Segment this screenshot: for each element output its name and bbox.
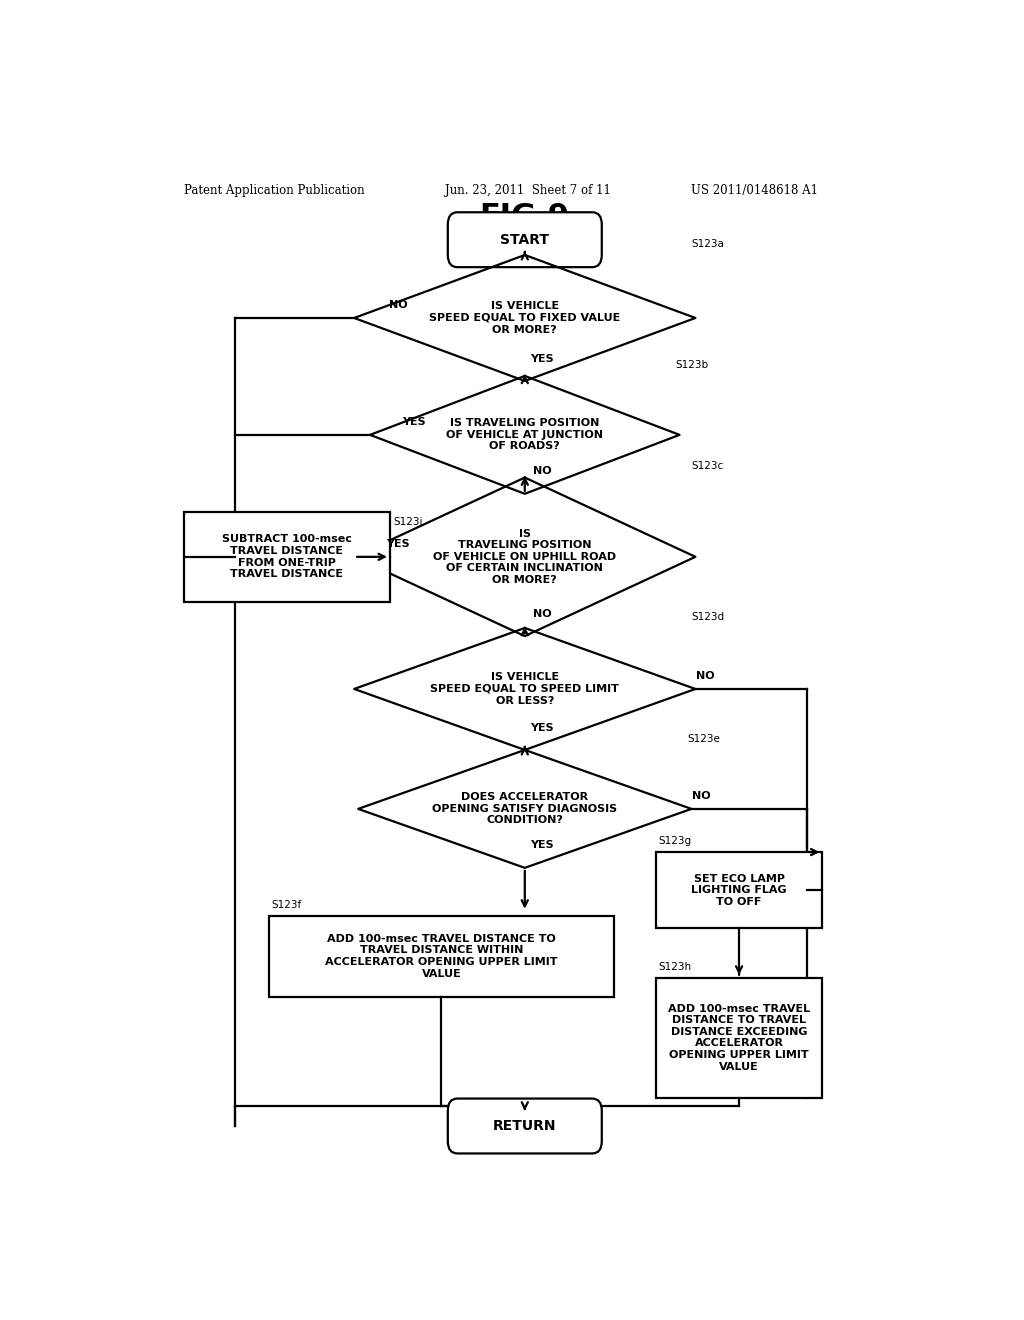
Text: IS TRAVELING POSITION
OF VEHICLE AT JUNCTION
OF ROADS?: IS TRAVELING POSITION OF VEHICLE AT JUNC… — [446, 418, 603, 451]
Polygon shape — [354, 628, 695, 750]
FancyBboxPatch shape — [269, 916, 614, 997]
Text: YES: YES — [530, 722, 554, 733]
Text: S123a: S123a — [691, 239, 724, 249]
Text: DOES ACCELERATOR
OPENING SATISFY DIAGNOSIS
CONDITION?: DOES ACCELERATOR OPENING SATISFY DIAGNOS… — [432, 792, 617, 825]
Polygon shape — [358, 750, 691, 867]
Text: IS
TRAVELING POSITION
OF VEHICLE ON UPHILL ROAD
OF CERTAIN INCLINATION
OR MORE?: IS TRAVELING POSITION OF VEHICLE ON UPHI… — [433, 528, 616, 585]
Text: IS VEHICLE
SPEED EQUAL TO FIXED VALUE
OR MORE?: IS VEHICLE SPEED EQUAL TO FIXED VALUE OR… — [429, 301, 621, 334]
Text: NO: NO — [695, 671, 715, 681]
Polygon shape — [354, 478, 695, 636]
FancyBboxPatch shape — [183, 512, 390, 602]
Text: YES: YES — [386, 539, 410, 549]
Text: YES: YES — [530, 841, 554, 850]
Text: S123d: S123d — [691, 612, 725, 622]
Text: YES: YES — [401, 417, 426, 426]
Text: NO: NO — [532, 609, 552, 619]
Text: NO: NO — [532, 466, 552, 477]
FancyBboxPatch shape — [655, 853, 822, 928]
Text: S123i: S123i — [394, 517, 423, 527]
Polygon shape — [370, 376, 680, 494]
Text: S123e: S123e — [687, 734, 720, 744]
Text: Patent Application Publication: Patent Application Publication — [183, 183, 365, 197]
Text: S123f: S123f — [271, 899, 301, 909]
Text: Jun. 23, 2011  Sheet 7 of 11: Jun. 23, 2011 Sheet 7 of 11 — [445, 183, 611, 197]
Text: IS VEHICLE
SPEED EQUAL TO SPEED LIMIT
OR LESS?: IS VEHICLE SPEED EQUAL TO SPEED LIMIT OR… — [430, 672, 620, 706]
Text: S123b: S123b — [676, 360, 709, 370]
Text: RETURN: RETURN — [493, 1119, 557, 1133]
FancyBboxPatch shape — [447, 1098, 602, 1154]
Text: ADD 100-msec TRAVEL DISTANCE TO
TRAVEL DISTANCE WITHIN
ACCELERATOR OPENING UPPER: ADD 100-msec TRAVEL DISTANCE TO TRAVEL D… — [326, 933, 558, 978]
Text: NO: NO — [388, 300, 408, 310]
Polygon shape — [354, 255, 695, 381]
Text: SET ECO LAMP
LIGHTING FLAG
TO OFF: SET ECO LAMP LIGHTING FLAG TO OFF — [691, 874, 786, 907]
Text: S123g: S123g — [658, 836, 691, 846]
Text: S123h: S123h — [658, 961, 691, 972]
FancyBboxPatch shape — [447, 213, 602, 267]
Text: ADD 100-msec TRAVEL
DISTANCE TO TRAVEL
DISTANCE EXCEEDING
ACCELERATOR
OPENING UP: ADD 100-msec TRAVEL DISTANCE TO TRAVEL D… — [668, 1003, 810, 1072]
Text: S123c: S123c — [691, 462, 724, 471]
Text: YES: YES — [530, 354, 554, 363]
Text: FIG.9: FIG.9 — [479, 202, 570, 231]
FancyBboxPatch shape — [655, 978, 822, 1097]
Text: SUBTRACT 100-msec
TRAVEL DISTANCE
FROM ONE-TRIP
TRAVEL DISTANCE: SUBTRACT 100-msec TRAVEL DISTANCE FROM O… — [222, 535, 351, 579]
Text: NO: NO — [691, 791, 711, 801]
Text: START: START — [501, 232, 549, 247]
Text: US 2011/0148618 A1: US 2011/0148618 A1 — [691, 183, 818, 197]
